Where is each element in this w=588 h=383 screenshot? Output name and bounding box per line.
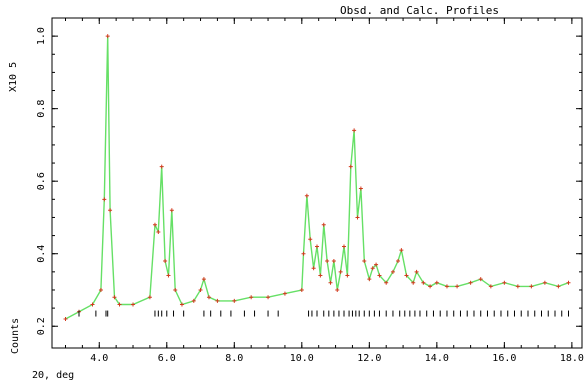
y-tick-label: 0.8 [36, 100, 47, 118]
observed-point [404, 273, 409, 278]
observed-point [455, 284, 460, 289]
observed-point [131, 302, 136, 307]
observed-point [566, 280, 571, 285]
observed-point [215, 298, 220, 303]
observed-point [108, 208, 113, 213]
observed-point [370, 266, 375, 271]
observed-point [488, 284, 493, 289]
observed-point [282, 291, 287, 296]
observed-point [358, 186, 363, 191]
x-tick-label: 12.0 [357, 353, 381, 364]
observed-point [166, 273, 171, 278]
observed-point [428, 284, 433, 289]
observed-point [63, 316, 68, 321]
observed-point [315, 244, 319, 249]
x-tick-label: 8.0 [225, 353, 243, 364]
observed-point [304, 193, 309, 198]
observed-point [367, 277, 372, 282]
observed-point [345, 273, 350, 278]
observed-point [542, 280, 547, 285]
observed-point [191, 298, 196, 303]
observed-point [206, 295, 211, 300]
observed-point [399, 248, 404, 253]
observed-point [556, 284, 561, 289]
y-scale-label: X10 5 [8, 61, 19, 92]
observed-point [325, 258, 330, 263]
observed-point [348, 164, 353, 169]
observed-point [331, 258, 336, 263]
observed-point [249, 295, 254, 300]
observed-point [98, 287, 103, 292]
observed-point [173, 287, 178, 292]
observed-point [266, 295, 271, 300]
plot-frame [51, 17, 583, 349]
observed-point [152, 222, 157, 227]
x-tick-label: 10.0 [290, 353, 314, 364]
observed-point [201, 277, 206, 282]
x-tick-label: 6.0 [158, 353, 176, 364]
observed-point [384, 280, 389, 285]
observed-point [515, 284, 520, 289]
x-tick-label: 14.0 [425, 353, 449, 364]
observed-point [321, 222, 326, 227]
observed-point [411, 280, 416, 285]
observed-point [318, 273, 323, 278]
observed-point [342, 244, 347, 249]
y-tick-label: 1.0 [36, 27, 47, 45]
observed-point [396, 258, 401, 263]
observed-point [159, 164, 164, 169]
observed-point [112, 295, 117, 300]
observed-point [335, 287, 340, 292]
observed-point [355, 215, 360, 220]
observed-point [102, 197, 107, 202]
observed-point [308, 237, 313, 242]
observed-point [232, 298, 237, 303]
x-tick-label: 18.0 [560, 353, 584, 364]
observed-point [362, 258, 367, 263]
y-tick-label: 0.2 [36, 317, 47, 335]
x-tick-label: 16.0 [492, 353, 516, 364]
observed-point [529, 284, 534, 289]
observed-point [311, 266, 316, 271]
observed-point [198, 287, 203, 292]
observed-point [328, 280, 333, 285]
observed-point [390, 269, 395, 274]
observed-point [163, 258, 168, 263]
observed-point [421, 280, 426, 285]
y-axis-label: Counts [10, 317, 21, 354]
observed-point [434, 280, 439, 285]
observed-point [478, 277, 483, 282]
observed-point [156, 229, 161, 234]
observed-point [468, 280, 473, 285]
observed-point [444, 284, 449, 289]
y-tick-label: 0.4 [36, 245, 47, 263]
observed-point [105, 34, 110, 39]
observed-point [301, 251, 306, 256]
observed-point [414, 269, 419, 274]
observed-point [117, 302, 122, 307]
x-tick-label: 4.0 [90, 353, 108, 364]
observed-point [374, 262, 379, 267]
observed-point [377, 273, 382, 278]
y-tick-label: 0.6 [36, 172, 47, 190]
observed-point [169, 208, 174, 213]
observed-point [147, 295, 152, 300]
observed-point [338, 269, 343, 274]
x-axis-label: 2Θ, deg [32, 370, 75, 381]
chart-title: Obsd. and Calc. Profiles [340, 4, 499, 17]
observed-point [502, 280, 507, 285]
observed-point [299, 287, 304, 292]
observed-point [352, 128, 357, 133]
observed-point [179, 302, 184, 307]
calc-profile-line [65, 36, 569, 320]
observed-point [90, 302, 95, 307]
